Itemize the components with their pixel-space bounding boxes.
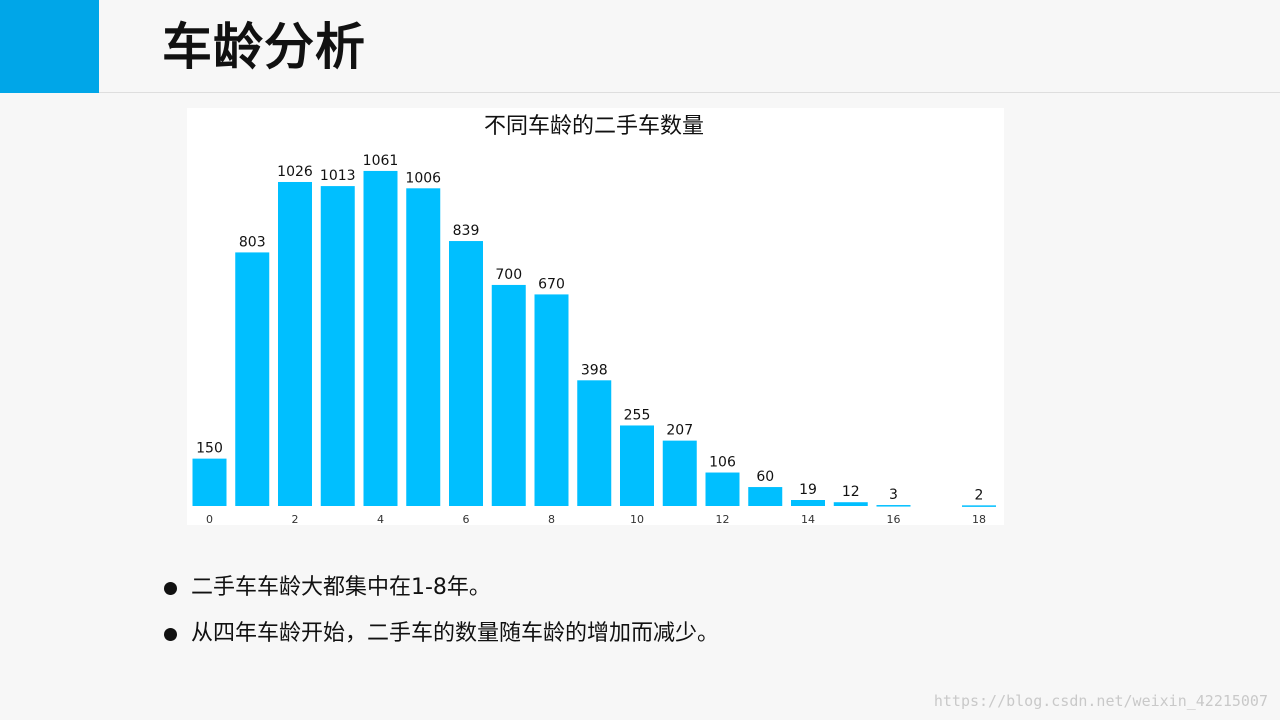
bar-age-12 — [705, 472, 740, 506]
bar-age-5 — [406, 188, 441, 506]
x-tick-label: 14 — [801, 513, 815, 525]
bar-age-10 — [620, 425, 654, 506]
bar-value-label: 150 — [196, 441, 223, 457]
bullet-dot-icon — [164, 628, 177, 641]
x-tick-label: 18 — [972, 513, 986, 525]
bar-age-8 — [534, 294, 569, 506]
bar-value-label: 1013 — [320, 168, 356, 184]
bar-value-label: 700 — [495, 267, 522, 283]
bar-age-18 — [962, 505, 996, 507]
bar-age-14 — [791, 499, 825, 506]
bar-value-label: 207 — [666, 423, 693, 439]
bar-age-1 — [235, 252, 270, 506]
x-tick-label: 16 — [887, 513, 901, 525]
bullet-dot-icon — [164, 582, 177, 595]
bar-value-label: 670 — [538, 276, 565, 292]
bar-value-label: 1026 — [277, 164, 313, 180]
bullet-list: 二手车车龄大都集中在1-8年。 从四年车龄开始，二手车的数量随车龄的增加而减少。 — [160, 568, 719, 660]
bar-value-label: 19 — [799, 482, 817, 498]
header-accent-block — [0, 0, 99, 93]
bar-value-label: 2 — [975, 487, 984, 503]
bar-value-label: 255 — [624, 407, 651, 423]
x-tick-label: 8 — [548, 513, 555, 525]
bar-value-label: 1006 — [405, 170, 441, 186]
chart-panel: 不同车龄的二手车数量 150 803 1026 1013 1061 1006 839 700 6… — [187, 108, 1004, 525]
bar-age-2 — [278, 181, 312, 506]
header-divider — [99, 92, 1280, 93]
bar-value-label: 398 — [581, 362, 608, 378]
bar-age-3 — [320, 186, 355, 506]
chart-title: 不同车龄的二手车数量 — [484, 114, 704, 139]
bar-age-4 — [363, 170, 398, 506]
bar-value-label: 1061 — [363, 153, 399, 169]
x-tick-label: 12 — [716, 513, 730, 525]
bar-value-label: 60 — [756, 469, 774, 485]
bar-value-label: 12 — [842, 484, 860, 500]
slide-title: 车龄分析 — [162, 18, 366, 76]
bar-age-15 — [833, 502, 868, 506]
bar-age-0 — [192, 458, 227, 506]
bar-age-6 — [449, 241, 483, 506]
bullet-text: 二手车车龄大都集中在1-8年。 — [191, 575, 491, 600]
x-tick-label: 0 — [206, 513, 213, 525]
bar-age-13 — [748, 487, 783, 506]
bar-value-label: 839 — [453, 223, 480, 239]
x-tick-label: 4 — [377, 513, 384, 525]
bar-age-9 — [577, 380, 612, 506]
bullet-item: 从四年车龄开始，二手车的数量随车龄的增加而减少。 — [160, 614, 719, 660]
x-tick-label: 2 — [292, 513, 299, 525]
bullet-text: 从四年车龄开始，二手车的数量随车龄的增加而减少。 — [191, 621, 720, 646]
bar-age-7 — [491, 284, 526, 506]
bar-age-11 — [662, 440, 697, 506]
bar-value-label: 3 — [889, 487, 898, 503]
x-tick-label: 10 — [630, 513, 644, 525]
bullet-item: 二手车车龄大都集中在1-8年。 — [160, 568, 719, 614]
bar-age-16 — [876, 505, 911, 507]
watermark: https://blog.csdn.net/weixin_42215007 — [933, 692, 1268, 710]
x-tick-label: 6 — [463, 513, 470, 525]
bar-value-label: 106 — [709, 455, 736, 471]
bar-value-label: 803 — [239, 234, 266, 250]
